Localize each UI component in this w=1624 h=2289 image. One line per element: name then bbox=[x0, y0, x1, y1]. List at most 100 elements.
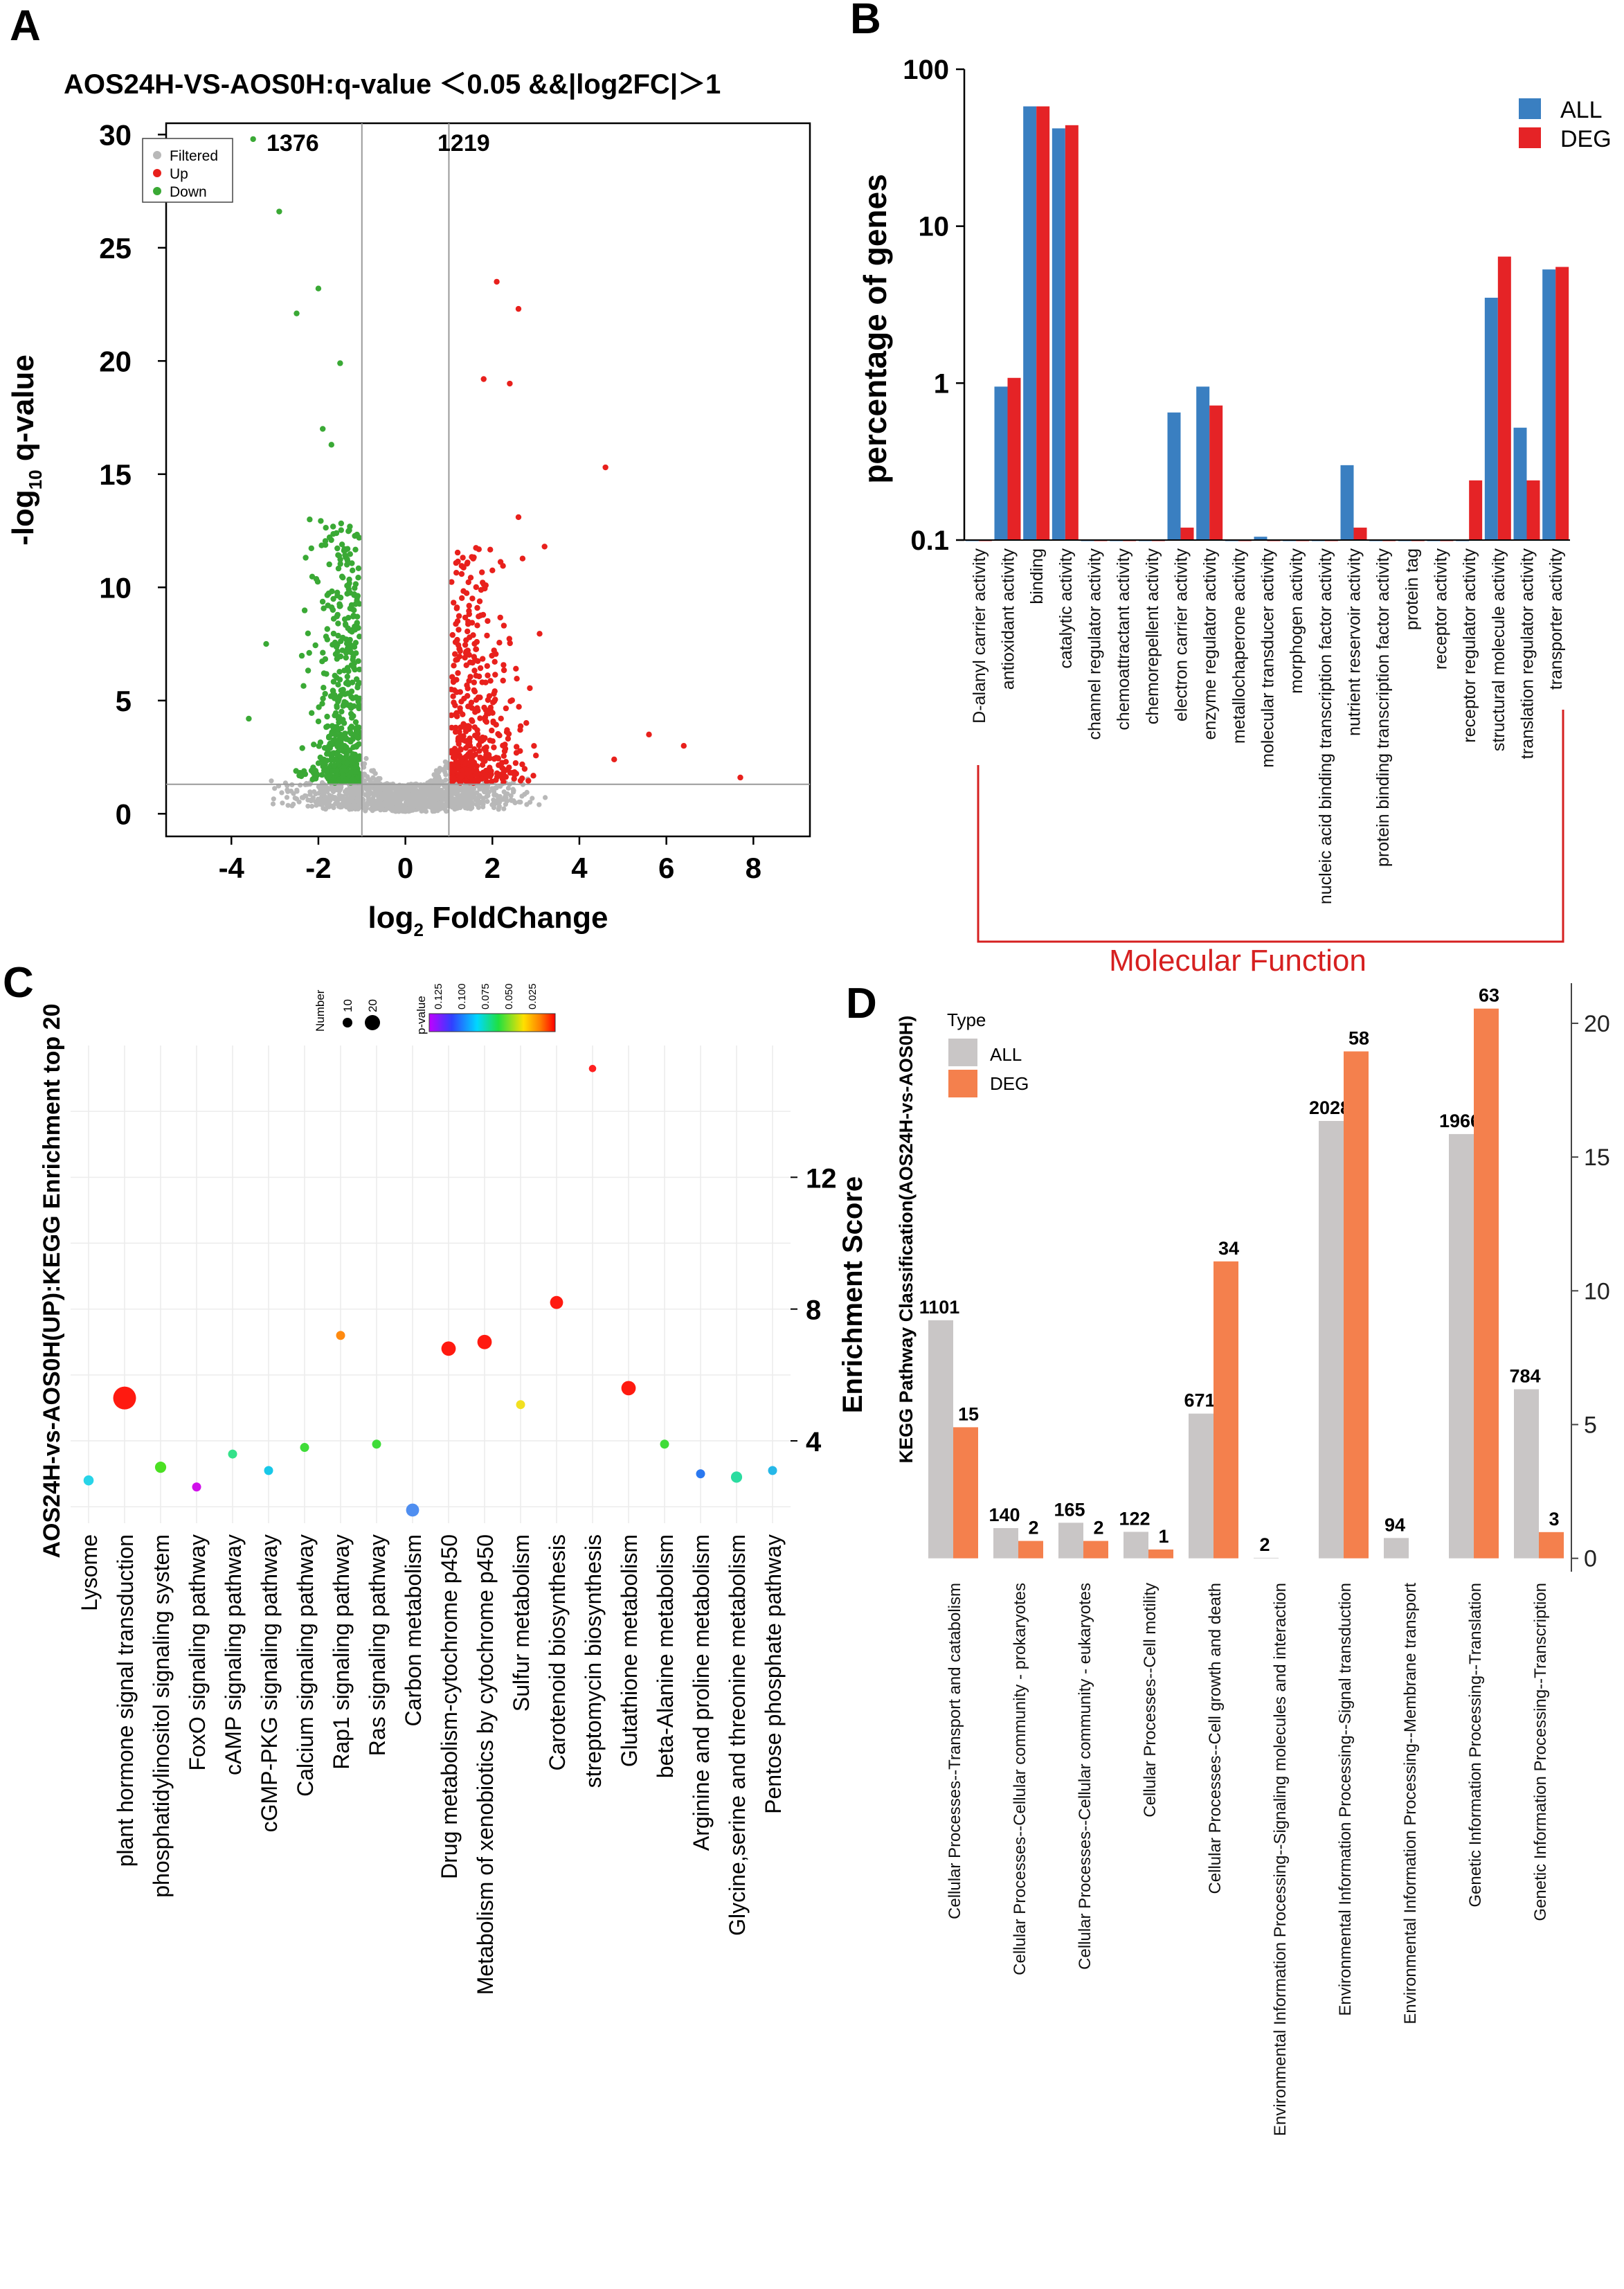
deg-bar bbox=[1018, 1541, 1043, 1559]
up-point bbox=[449, 779, 455, 785]
down-point bbox=[353, 728, 360, 734]
up-point bbox=[467, 575, 474, 581]
up-point bbox=[475, 708, 481, 714]
up-point bbox=[480, 656, 486, 662]
volcano-down-count: 1376 bbox=[267, 130, 319, 156]
filtered-point bbox=[435, 808, 440, 814]
filtered-point bbox=[395, 799, 401, 805]
deg-bar bbox=[1065, 125, 1079, 541]
down-point bbox=[341, 701, 347, 708]
up-point bbox=[462, 745, 469, 751]
up-point bbox=[449, 579, 455, 585]
up-point bbox=[478, 736, 485, 742]
down-point bbox=[355, 658, 361, 664]
go-category-label: chemorepellent activity bbox=[1143, 548, 1162, 725]
up-point bbox=[463, 753, 469, 760]
all-bar bbox=[993, 1528, 1018, 1559]
down-point bbox=[296, 772, 303, 779]
filtered-point bbox=[516, 799, 522, 805]
go-category-label: translation regulator activity bbox=[1518, 548, 1537, 760]
all-bar bbox=[1514, 1389, 1539, 1559]
up-point bbox=[448, 761, 455, 768]
down-point bbox=[357, 666, 363, 673]
up-point bbox=[462, 760, 469, 766]
up-point bbox=[465, 618, 471, 625]
filtered-point bbox=[423, 787, 429, 793]
up-point bbox=[489, 727, 495, 734]
down-point bbox=[352, 769, 359, 775]
enrichment-bubble bbox=[113, 1386, 136, 1410]
down-point bbox=[338, 638, 344, 645]
filtered-point bbox=[343, 792, 350, 798]
kegg-legend: Type ALL DEG bbox=[947, 1009, 1029, 1097]
up-point bbox=[514, 744, 520, 750]
up-point bbox=[452, 651, 458, 657]
filtered-point bbox=[399, 790, 406, 796]
legend-down-label: Down bbox=[170, 184, 207, 200]
filtered-point bbox=[308, 798, 314, 803]
pathway-label: FoxO signaling pathway bbox=[185, 1534, 210, 1771]
volcano-x-label: log2 FoldChange bbox=[368, 901, 608, 940]
up-point bbox=[737, 774, 743, 781]
filtered-point bbox=[305, 803, 311, 809]
down-point bbox=[336, 603, 343, 609]
filtered-point bbox=[422, 808, 427, 814]
up-point bbox=[449, 631, 455, 638]
down-point bbox=[352, 666, 358, 673]
down-point bbox=[334, 589, 341, 595]
up-point bbox=[474, 730, 481, 737]
filtered-point bbox=[435, 804, 440, 809]
filtered-point bbox=[383, 807, 388, 813]
down-point bbox=[333, 530, 340, 537]
filtered-point bbox=[503, 791, 509, 797]
up-point bbox=[467, 674, 473, 680]
deg-bar bbox=[1214, 1261, 1238, 1559]
volcano-y-label-main: -log bbox=[6, 490, 40, 546]
deg-bar bbox=[1007, 377, 1021, 540]
up-point bbox=[497, 614, 503, 621]
filtered-point bbox=[376, 798, 381, 803]
go-category-label: protein binding transcription factor act… bbox=[1373, 548, 1393, 867]
enrichment-bubble bbox=[336, 1331, 345, 1340]
down-point bbox=[329, 588, 335, 595]
up-point bbox=[489, 778, 495, 784]
deg-bar bbox=[1469, 480, 1483, 540]
down-point bbox=[335, 748, 341, 755]
enrichment-bubble bbox=[441, 1341, 456, 1356]
y-tick-label: 0.1 bbox=[910, 526, 949, 556]
down-point bbox=[337, 594, 344, 601]
filtered-point bbox=[336, 796, 342, 801]
filtered-point bbox=[372, 771, 378, 776]
legend-up-dot bbox=[153, 169, 161, 177]
panel-label-d: D bbox=[846, 980, 877, 1027]
filtered-point bbox=[498, 798, 503, 803]
up-point bbox=[492, 672, 498, 678]
up-point bbox=[527, 685, 533, 692]
filtered-point bbox=[377, 789, 383, 795]
down-point bbox=[349, 715, 355, 721]
legend-all-label: ALL bbox=[1560, 97, 1603, 123]
size-legend-dot-large bbox=[365, 1015, 380, 1030]
filtered-point bbox=[327, 793, 332, 798]
filtered-point bbox=[303, 793, 309, 799]
down-point bbox=[311, 742, 317, 748]
up-point bbox=[467, 659, 473, 665]
up-point bbox=[485, 697, 491, 703]
up-point bbox=[484, 663, 490, 670]
go-category-label: binding bbox=[1027, 548, 1047, 604]
pathway-label: plant hormone signal transduction bbox=[113, 1534, 138, 1867]
filtered-point bbox=[383, 789, 388, 795]
filtered-point bbox=[485, 799, 490, 805]
down-point bbox=[317, 739, 324, 746]
up-point bbox=[452, 767, 458, 774]
up-point bbox=[482, 755, 488, 762]
go-category-labels: D-alanyl carrier activity antioxidant act… bbox=[970, 548, 1566, 905]
x-tick-label: 6 bbox=[658, 852, 674, 884]
y-tick-label: 4 bbox=[806, 1427, 822, 1457]
filtered-point bbox=[366, 791, 372, 797]
down-point bbox=[342, 691, 348, 697]
filtered-point bbox=[387, 804, 393, 810]
up-point bbox=[503, 773, 509, 780]
